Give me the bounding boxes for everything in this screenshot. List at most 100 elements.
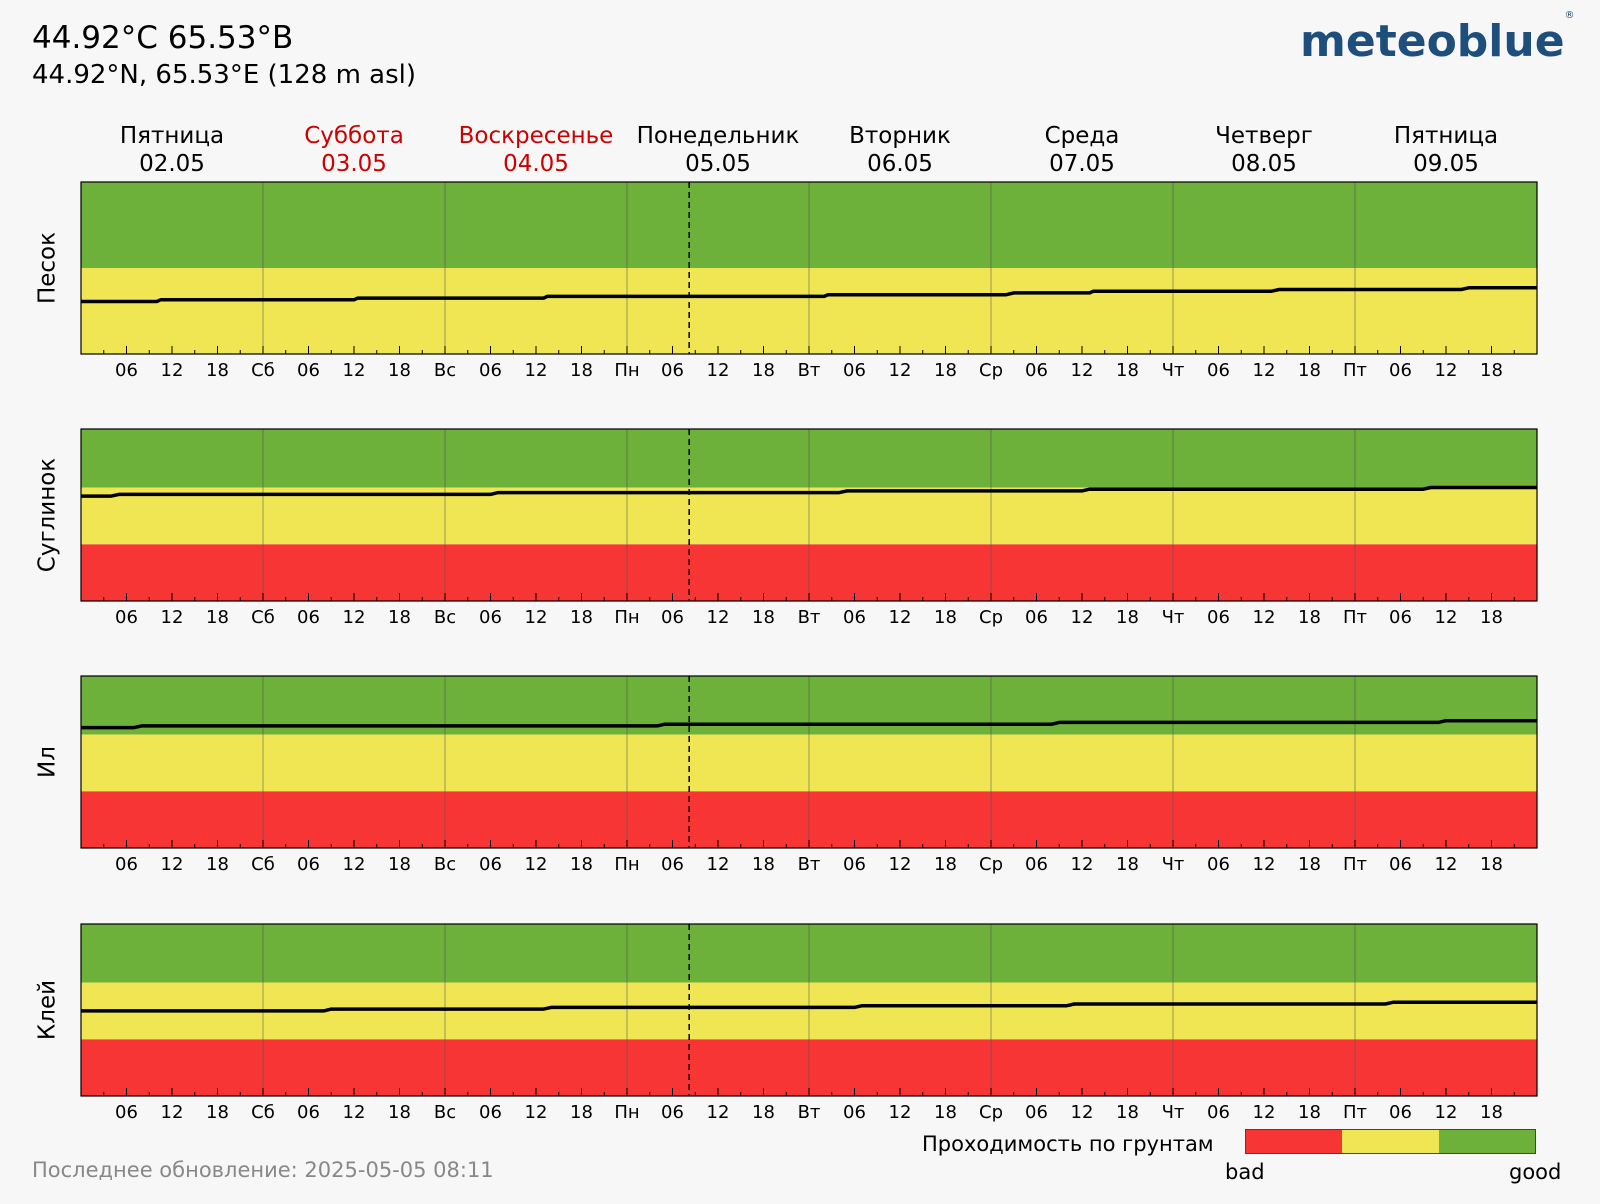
day-date-label: 05.05 <box>685 151 751 177</box>
panel-label: Песок <box>35 232 61 304</box>
meteoblue-logo[interactable]: meteoblue® <box>1300 10 1575 67</box>
panel-label: Суглинок <box>35 458 61 573</box>
hour-tick-label: 18 <box>1298 854 1321 875</box>
hour-tick-label: 06 <box>843 854 866 875</box>
hour-tick-label: 18 <box>1480 1102 1503 1123</box>
day-abbrev-tick-label: Пн <box>614 607 639 628</box>
hour-tick-label: 12 <box>889 360 912 381</box>
hour-tick-label: 06 <box>661 1102 684 1123</box>
hour-tick-label: 06 <box>115 1102 138 1123</box>
hour-tick-label: 12 <box>707 360 730 381</box>
hour-tick-label: 18 <box>1116 360 1139 381</box>
hour-tick-label: 06 <box>661 360 684 381</box>
day-name-label: Суббота <box>304 123 404 149</box>
hour-tick-label: 12 <box>161 607 184 628</box>
logo-text: meteoblue <box>1300 16 1565 67</box>
hour-tick-label: 12 <box>161 854 184 875</box>
day-date-label: 06.05 <box>867 151 933 177</box>
hour-tick-label: 06 <box>661 854 684 875</box>
day-abbrev-tick-label: Ср <box>979 854 1003 875</box>
legend-swatch-medium <box>1342 1130 1439 1153</box>
hour-tick-label: 12 <box>1071 607 1094 628</box>
hour-tick-label: 12 <box>1253 607 1276 628</box>
hour-tick-label: 06 <box>1207 854 1230 875</box>
day-abbrev-tick-label: Вт <box>798 854 821 875</box>
legend-swatch-bad <box>1246 1130 1343 1153</box>
day-name-label: Среда <box>1045 123 1120 149</box>
hour-tick-label: 06 <box>1207 607 1230 628</box>
day-name-label: Воскресенье <box>459 123 614 149</box>
hour-tick-label: 06 <box>843 607 866 628</box>
day-abbrev-tick-label: Ср <box>979 607 1003 628</box>
hour-tick-label: 18 <box>570 360 593 381</box>
day-abbrev-tick-label: Ср <box>979 360 1003 381</box>
hour-tick-label: 12 <box>343 360 366 381</box>
hour-tick-label: 06 <box>297 1102 320 1123</box>
hour-tick-label: 12 <box>707 1102 730 1123</box>
trafficability-line <box>81 286 1537 304</box>
hour-tick-label: 12 <box>889 1102 912 1123</box>
hour-tick-label: 18 <box>1480 607 1503 628</box>
day-abbrev-tick-label: Сб <box>251 607 275 628</box>
day-abbrev-tick-label: Вс <box>434 607 456 628</box>
hour-tick-label: 06 <box>1025 854 1048 875</box>
hour-tick-label: 06 <box>1025 360 1048 381</box>
hour-tick-label: 18 <box>206 607 229 628</box>
hour-tick-label: 12 <box>525 1102 548 1123</box>
day-abbrev-tick-label: Пн <box>614 1102 639 1123</box>
day-abbrev-tick-label: Ср <box>979 1102 1003 1123</box>
day-abbrev-tick-label: Вт <box>798 1102 821 1123</box>
hour-tick-label: 18 <box>570 854 593 875</box>
day-name-label: Пятница <box>1394 123 1498 149</box>
last-update-text: Последнее обновление: 2025-05-05 08:11 <box>32 1158 494 1182</box>
hour-tick-label: 12 <box>707 607 730 628</box>
hour-tick-label: 18 <box>752 1102 775 1123</box>
day-abbrev-tick-label: Сб <box>251 360 275 381</box>
hour-tick-label: 18 <box>1298 360 1321 381</box>
hour-tick-label: 18 <box>388 360 411 381</box>
hour-tick-label: 06 <box>1389 854 1412 875</box>
day-name-label: Вторник <box>849 123 951 149</box>
hour-tick-label: 06 <box>843 360 866 381</box>
hour-tick-label: 06 <box>1389 1102 1412 1123</box>
hour-tick-label: 06 <box>1025 607 1048 628</box>
legend-bad-label: bad <box>1225 1160 1265 1184</box>
hour-tick-label: 12 <box>707 854 730 875</box>
hour-tick-label: 18 <box>1480 360 1503 381</box>
day-abbrev-tick-label: Чт <box>1162 607 1185 628</box>
hour-tick-label: 18 <box>570 607 593 628</box>
hour-tick-label: 12 <box>343 1102 366 1123</box>
day-abbrev-tick-label: Пт <box>1343 854 1367 875</box>
day-abbrev-tick-label: Сб <box>251 854 275 875</box>
hour-tick-label: 06 <box>479 607 502 628</box>
day-abbrev-tick-label: Чт <box>1162 360 1185 381</box>
hour-tick-label: 06 <box>1207 360 1230 381</box>
hour-tick-label: 12 <box>1071 1102 1094 1123</box>
hour-tick-label: 18 <box>1298 1102 1321 1123</box>
hour-tick-label: 06 <box>115 607 138 628</box>
trafficability-line <box>81 485 1537 498</box>
hour-tick-label: 12 <box>1253 854 1276 875</box>
hour-tick-label: 18 <box>752 854 775 875</box>
panel-label: Ил <box>35 746 61 778</box>
hour-tick-label: 18 <box>1116 1102 1139 1123</box>
day-date-label: 03.05 <box>321 151 387 177</box>
hour-tick-label: 06 <box>115 854 138 875</box>
hour-tick-label: 06 <box>479 360 502 381</box>
day-name-label: Понедельник <box>637 123 800 149</box>
legend-color-bar <box>1245 1129 1536 1154</box>
day-name-label: Четверг <box>1215 123 1313 149</box>
hour-tick-label: 18 <box>388 607 411 628</box>
hour-tick-label: 18 <box>934 607 957 628</box>
hour-tick-label: 18 <box>1298 607 1321 628</box>
logo-registered-mark: ® <box>1564 10 1575 22</box>
hour-tick-label: 18 <box>388 854 411 875</box>
hour-tick-label: 18 <box>388 1102 411 1123</box>
legend-title: Проходимость по грунтам <box>922 1132 1214 1156</box>
hour-tick-label: 12 <box>1071 854 1094 875</box>
hour-tick-label: 12 <box>1253 1102 1276 1123</box>
day-abbrev-tick-label: Пн <box>614 854 639 875</box>
hour-tick-label: 12 <box>889 607 912 628</box>
hour-tick-label: 06 <box>479 1102 502 1123</box>
hour-tick-label: 18 <box>752 360 775 381</box>
